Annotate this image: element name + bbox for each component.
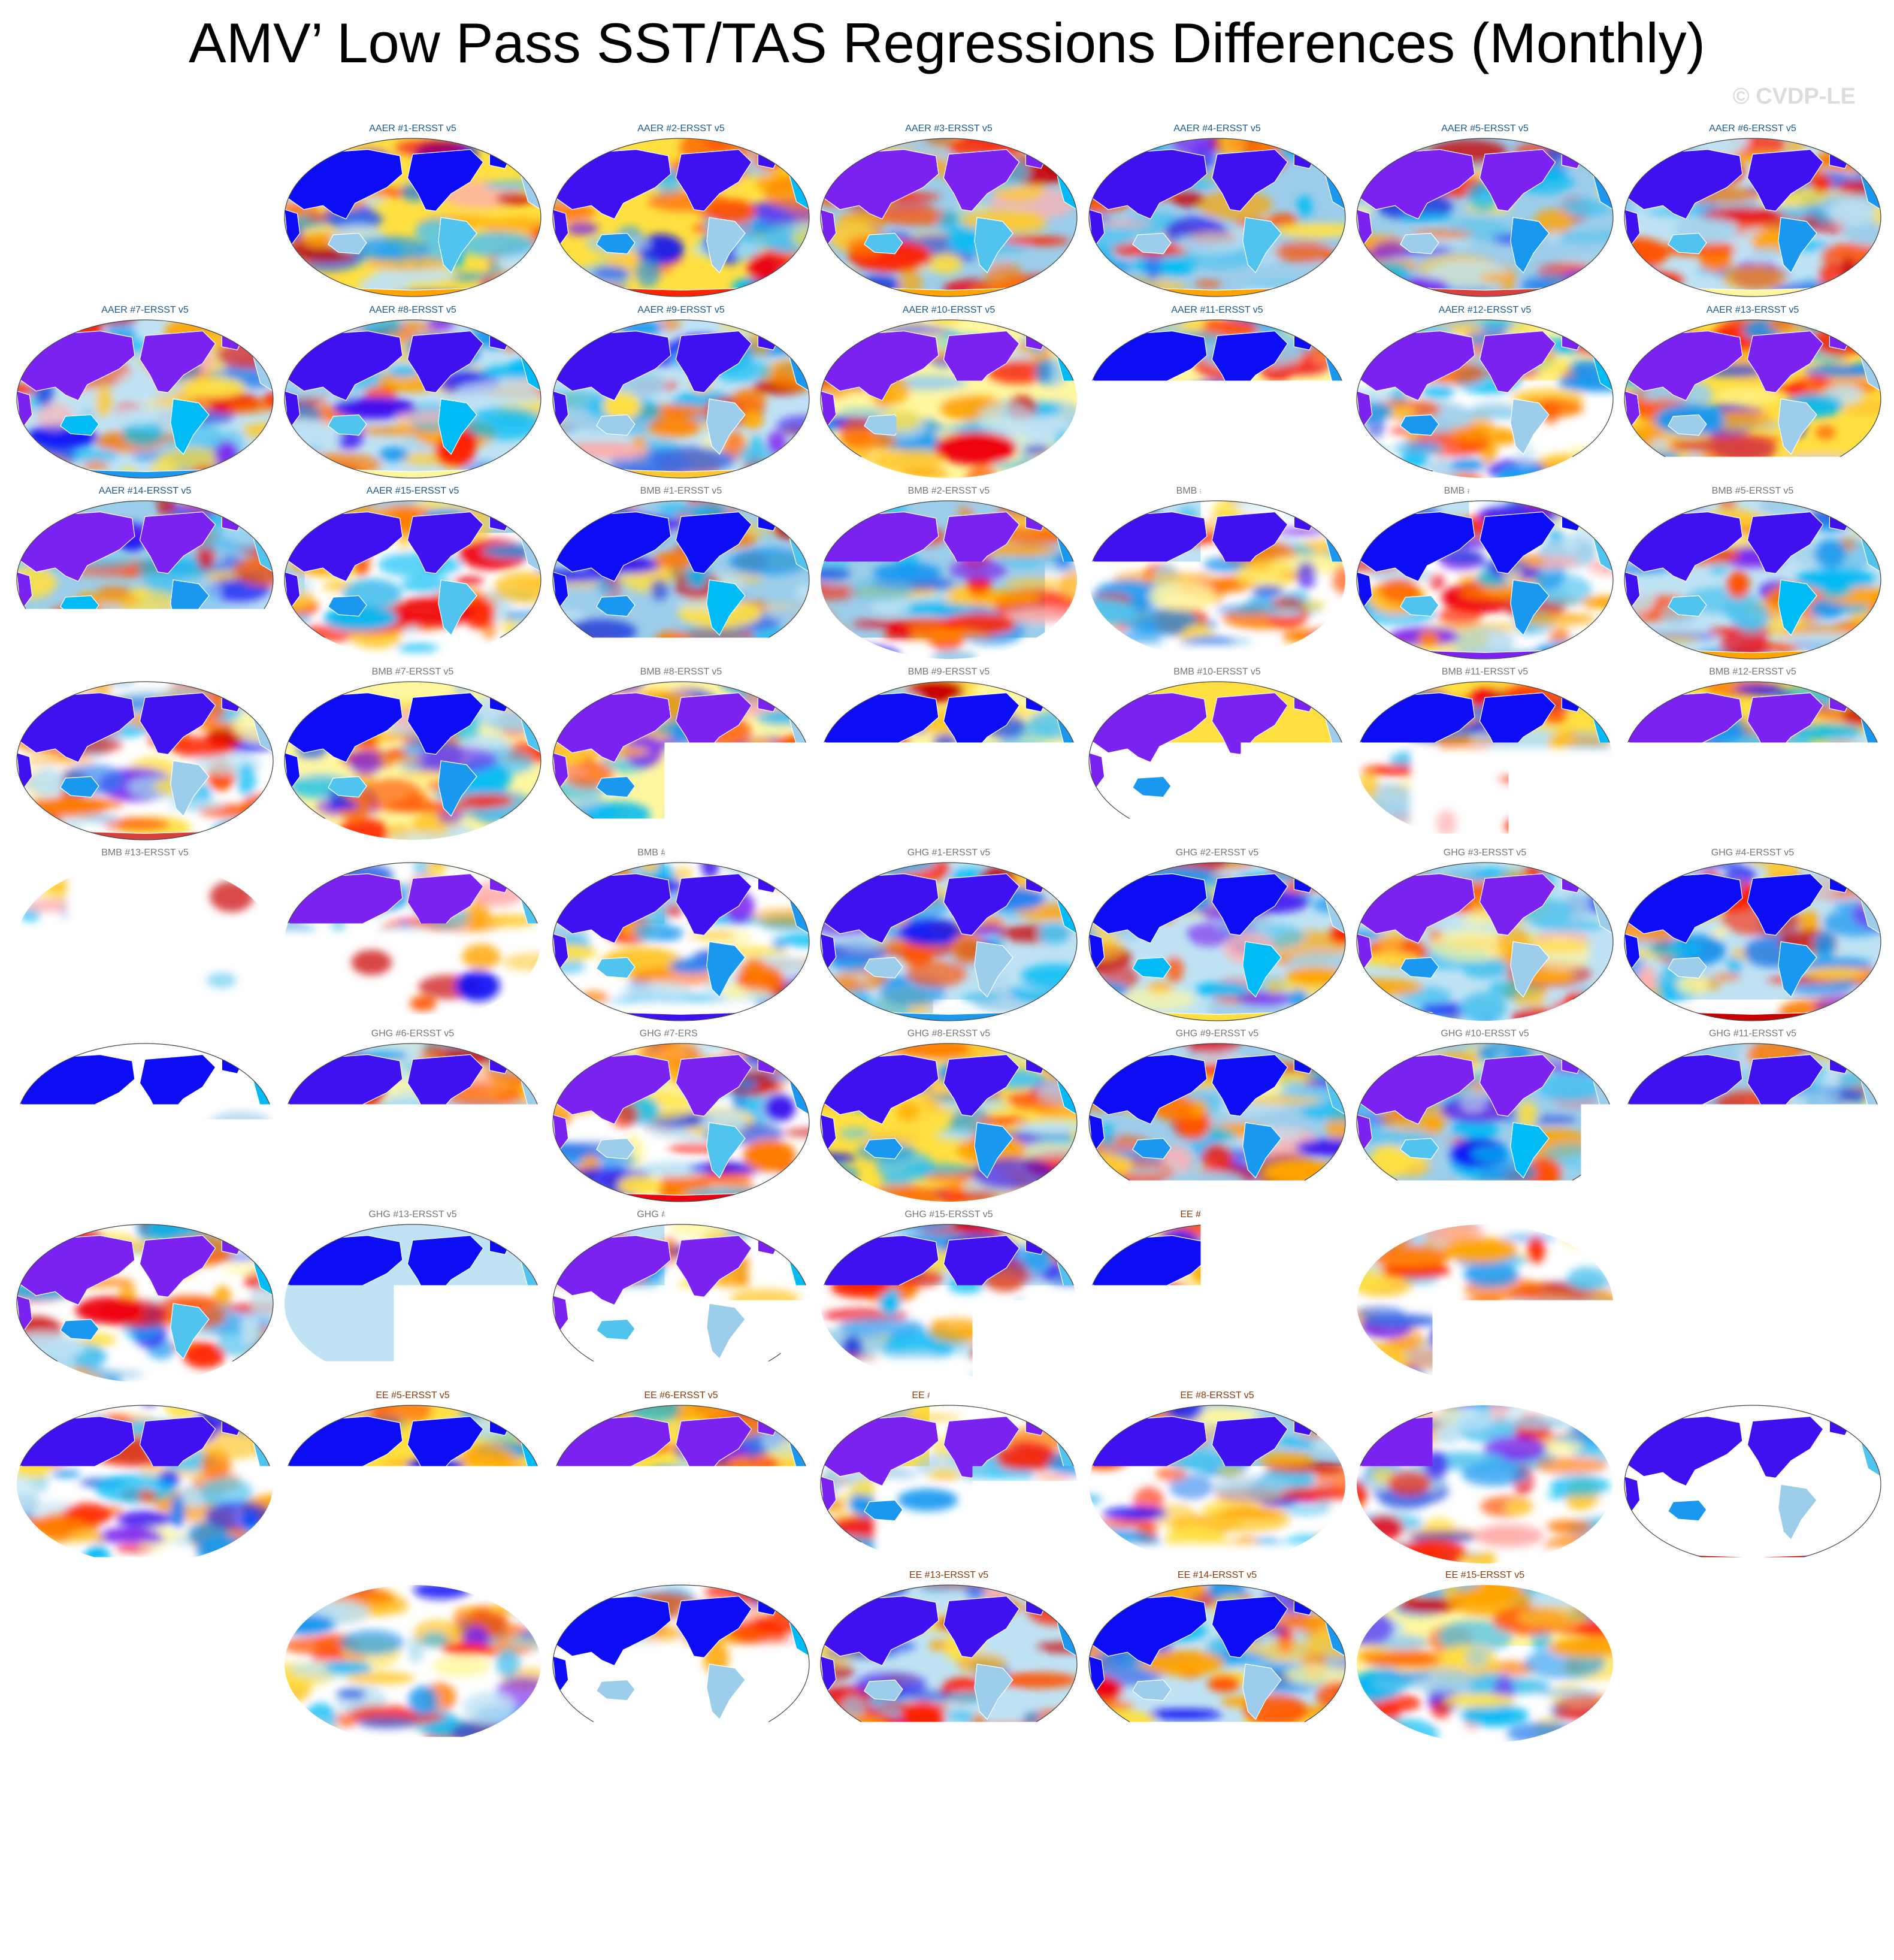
colorbar-tick-label: 3.2 xyxy=(1547,1850,1602,1894)
colorbar-swatch xyxy=(1732,1803,1811,1844)
colorbar-swatch xyxy=(471,1803,550,1844)
colorbar-tick-label: -0.8 xyxy=(752,1850,820,1894)
colorbar-swatch xyxy=(707,1803,786,1844)
colorbar-tick-label: 0.8 xyxy=(1073,1850,1128,1894)
colorbar-swatch xyxy=(1258,1803,1338,1844)
colorbar-swatch xyxy=(392,1803,471,1844)
colorbar-swatch xyxy=(549,1803,628,1844)
colorbar-swatch xyxy=(865,1803,944,1844)
colorbar-tick-label: 4 xyxy=(1720,1850,1742,1894)
colorbar-swatch xyxy=(1495,1803,1574,1844)
colorbar-swatch xyxy=(1338,1803,1417,1844)
colorbar-tick-label: -4 xyxy=(138,1850,173,1894)
colorbar-swatch xyxy=(156,1803,235,1844)
colorbar-swatch xyxy=(1416,1803,1495,1844)
colorbar-tick-label: -1.6 xyxy=(594,1850,662,1894)
colorbar-unit-label: C xyxy=(928,1895,960,1943)
colorbar-tick-label: 1.6 xyxy=(1231,1850,1286,1894)
colorbar-swatch xyxy=(77,1803,156,1844)
colorbar-swatch xyxy=(1653,1803,1732,1844)
colorbar-swatch xyxy=(786,1803,865,1844)
colorbar-swatch xyxy=(313,1803,392,1844)
colorbar-swatch xyxy=(1101,1803,1180,1844)
colorbar-tick-label: -3.2 xyxy=(279,1850,347,1894)
colorbar-tick-label: 0 xyxy=(933,1850,955,1894)
colorbar-swatch xyxy=(1022,1803,1102,1844)
colorbar-swatch xyxy=(943,1803,1022,1844)
colorbar-swatch xyxy=(234,1803,313,1844)
colorbar-tick-label: -2.4 xyxy=(437,1850,505,1894)
colorbar-swatch xyxy=(1180,1803,1259,1844)
colorbar-tick-label: 2.4 xyxy=(1388,1850,1444,1894)
colorbar-swatch xyxy=(1574,1803,1653,1844)
colorbar: -4 -3.2 -2.4 -1.6 -0.8 0 0.8 1.6 2.4 3.2 4 C xyxy=(0,0,1894,1960)
colorbar-swatch xyxy=(628,1803,707,1844)
